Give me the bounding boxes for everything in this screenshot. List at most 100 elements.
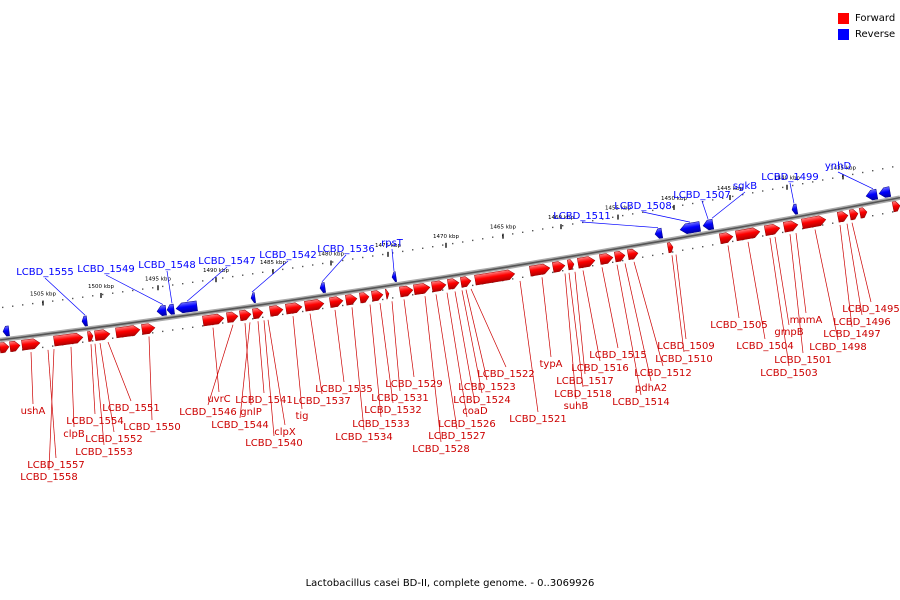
forward-gene-label: LCBD_1497 [823, 329, 881, 340]
forward-gene-label: LCBD_1498 [809, 342, 867, 353]
forward-gene-arrow [529, 263, 551, 277]
scale-tick-label: 1465 kbp [490, 225, 516, 231]
forward-gene-label: LCBD_1517 [556, 376, 614, 387]
legend-forward: Forward [838, 10, 895, 26]
reverse-gene-label: LCBD_1499 [761, 172, 819, 183]
forward-gene-arrow [551, 261, 566, 273]
reverse-gene-label: LCBD_1548 [138, 260, 196, 271]
reverse-gene-arrow [319, 282, 326, 294]
forward-gene-label: LCBD_1534 [335, 432, 393, 443]
scale-tick-label: 1455 kbp [605, 206, 631, 212]
forward-gene-label: LCBD_1521 [509, 414, 567, 425]
legend: Forward Reverse [838, 10, 895, 42]
forward-gene-arrow [718, 232, 734, 245]
forward-gene-label: LCBD_1532 [364, 405, 422, 416]
forward-gene-arrow [53, 332, 84, 347]
scale-tick-label: 1435 kbp [830, 165, 856, 171]
forward-gene-arrow [345, 294, 358, 306]
scale-ticks: 1505 kbp 1500 kbp 1495 kbp 1490 kbp 1485 kbp… [30, 165, 856, 306]
scale-tick-label: 1495 kbp [145, 276, 171, 282]
reverse-gene-label: sgkB [733, 181, 757, 192]
forward-gene-arrow [0, 342, 10, 354]
forward-gene-arrow [836, 211, 849, 223]
forward-gene-arrow [252, 307, 264, 320]
forward-gene-label: LCBD_1550 [123, 422, 181, 433]
forward-gene-label: LCBD_1505 [710, 320, 768, 331]
forward-gene-arrow [891, 201, 900, 213]
forward-gene-arrow [141, 323, 156, 335]
forward-gene-label: LCBD_1553 [75, 447, 133, 458]
reverse-gene-arrow [702, 218, 715, 231]
scale-tick-label: 1470 kbp [433, 234, 459, 240]
scale-tick-label: 1450 kbp [661, 196, 687, 202]
forward-gene-label: coaD [462, 406, 488, 417]
reverse-gene-arrow [679, 221, 702, 234]
forward-gene-label: clpX [274, 427, 296, 438]
reverse-gene-arrow [166, 303, 175, 315]
forward-gene-arrow [459, 276, 472, 288]
forward-gene-arrow [801, 215, 827, 230]
forward-gene-label: LCBD_1551 [102, 403, 160, 414]
reverse-genes: LCBD_1555 LCBD_1549 LCBD_1548 LCBD_1547LCBD… [2, 161, 892, 337]
forward-gene-label: ushA [21, 406, 46, 417]
forward-gene-label: LCBD_1537 [293, 396, 351, 407]
forward-gene-label: LCBD_1510 [655, 354, 713, 365]
forward-gene-label: LCBD_1514 [612, 397, 670, 408]
forward-gene-label: LCBD_1554 [66, 416, 124, 427]
forward-gene-arrow [666, 242, 674, 254]
reverse-gene-arrow [654, 227, 664, 239]
forward-gene-label: LCBD_1496 [833, 317, 891, 328]
forward-gene-label: LCBD_1495 [842, 304, 900, 315]
legend-reverse: Reverse [838, 26, 895, 42]
forward-gene-arrow [577, 256, 596, 269]
scale-tick-label: 1475 kbp [375, 243, 401, 249]
forward-gene-label: suhB [564, 401, 589, 412]
forward-gene-label: clpB [63, 429, 85, 440]
genome-backbone [0, 195, 900, 343]
forward-gene-label: LCBD_1552 [85, 434, 143, 445]
scale-tick-label: 1445 kbp [717, 186, 743, 192]
forward-gene-label: LCBD_1544 [211, 420, 269, 431]
forward-gene-label: LCBD_1512 [634, 368, 692, 379]
forward-gene-arrow [371, 290, 384, 302]
forward-gene-arrow [763, 223, 781, 236]
forward-gene-arrow [329, 296, 344, 308]
scale-tick-label: 1480 kbp [318, 251, 344, 257]
forward-gene-arrow [446, 278, 460, 290]
forward-gene-label: LCBD_1540 [245, 438, 303, 449]
scale-tick-label: 1500 kbp [88, 284, 114, 290]
forward-gene-label: gmpB [774, 327, 803, 338]
forward-gene-label: LCBD_1528 [412, 444, 470, 455]
forward-gene-label: LCBD_1558 [20, 472, 78, 483]
forward-label: Forward [855, 12, 896, 24]
reverse-gene-arrow [81, 315, 88, 327]
forward-gene-label: LCBD_1524 [453, 395, 511, 406]
scale-tick-label: 1485 kbp [260, 260, 286, 266]
forward-gene-label: LCBD_1541 [235, 395, 293, 406]
forward-gene-arrow [858, 207, 868, 219]
reverse-swatch [838, 28, 849, 40]
outer-dotted-track [2, 166, 894, 309]
forward-gene-label: tig [295, 411, 308, 422]
forward-gene-arrow [226, 311, 239, 323]
forward-gene-arrow [239, 309, 252, 322]
forward-gene-label: LCBD_1529 [385, 379, 443, 390]
forward-gene-arrow [848, 209, 859, 221]
reverse-gene-arrow [791, 203, 799, 215]
forward-gene-arrow [304, 299, 325, 312]
reverse-gene-label: LCBD_1507 [673, 190, 731, 201]
forward-gene-arrow [9, 340, 21, 352]
forward-gene-arrow [87, 331, 94, 342]
reverse-gene-arrow [2, 325, 10, 337]
forward-gene-label: LCBD_1504 [736, 341, 794, 352]
forward-gene-arrow [566, 259, 575, 271]
reverse-label: Reverse [855, 28, 896, 40]
reverse-gene-arrow [391, 271, 398, 283]
forward-genes: ushALCBD_1557LCBD_1558clpBLCBD_1554LCBD_… [0, 201, 900, 483]
genome-caption: Lactobacillus casei BD-II, complete geno… [305, 578, 595, 589]
scale-tick-label: 1460 kbp [548, 215, 574, 221]
reverse-gene-label: LCBD_1555 [16, 267, 74, 278]
forward-gene-label: LCBD_1546 [179, 407, 237, 418]
forward-gene-label: pdhA2 [635, 383, 667, 394]
